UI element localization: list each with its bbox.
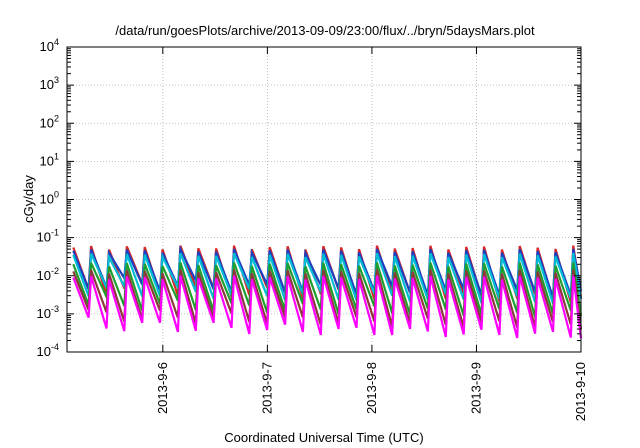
y-axis-ticks: 10-4 10-3 10-2 10-1 100 101 102 103 104 [37, 37, 581, 359]
y-tick-label: 100 [40, 190, 59, 207]
y-tick-label: 10-3 [37, 304, 59, 321]
chart-title: /data/run/goesPlots/archive/2013-09-09/2… [115, 23, 535, 38]
y-tick-label: 104 [40, 37, 59, 54]
y-tick-label: 10-1 [37, 228, 59, 245]
y-tick-label: 102 [40, 113, 59, 130]
y-tick-label: 10-2 [37, 266, 59, 283]
x-axis-label: Coordinated Universal Time (UTC) [224, 430, 423, 445]
y-tick-label: 103 [40, 75, 59, 92]
series-group [72, 244, 583, 339]
y-tick-label: 10-4 [37, 342, 59, 359]
x-tick-label: 2013-9-7 [259, 362, 274, 414]
y-axis-label: cGy/day [21, 175, 36, 223]
x-axis-ticks: 2013-9-6 2013-9-7 2013-9-8 2013-9-9 2013-9-1… [155, 47, 588, 421]
y-tick-label: 101 [40, 151, 59, 168]
x-tick-label: 2013-9-8 [364, 362, 379, 414]
x-tick-label: 2013-9-9 [468, 362, 483, 414]
series-line [72, 275, 583, 339]
x-tick-label: 2013-9-10 [573, 362, 588, 421]
x-tick-label: 2013-9-6 [155, 362, 170, 414]
